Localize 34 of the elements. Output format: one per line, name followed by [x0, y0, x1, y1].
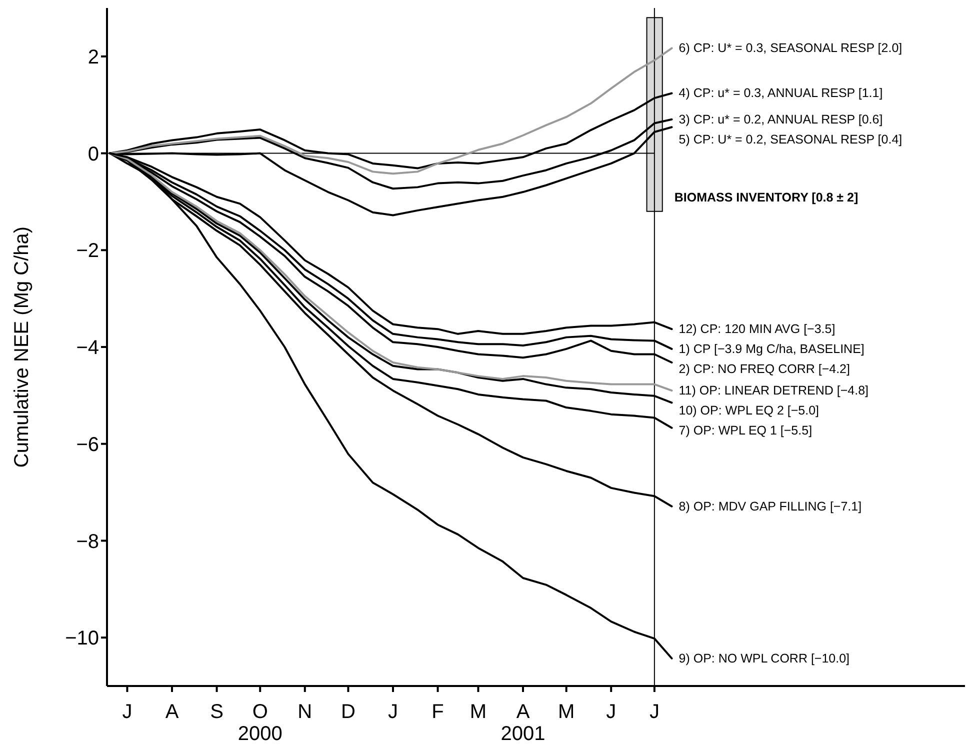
x-tick-label: A 2001 — [500, 701, 546, 745]
series-label: 3) CP: u* = 0.2, ANNUAL RESP [0.6] — [678, 112, 883, 126]
x-tick-label: J — [122, 701, 132, 723]
x-tick-label: A — [165, 701, 180, 723]
series-label: BIOMASS INVENTORY [0.8 ± 2] — [674, 190, 858, 204]
x-tick-label: N — [298, 701, 312, 723]
y-tick-label: −8 — [76, 530, 99, 553]
series-label: 8) OP: MDV GAP FILLING [−7.1] — [678, 499, 862, 514]
series-label: 1) CP [−3.9 Mg C/ha, BASELINE] — [678, 342, 864, 356]
x-tick-label: M — [558, 701, 575, 723]
y-tick-label: −6 — [76, 434, 99, 456]
y-tick-label: 0 — [88, 143, 99, 166]
series-label: 2) CP: NO FREQ CORR [−4.2] — [678, 362, 850, 376]
series-label: 12) CP: 120 MIN AVG [−3.5] — [678, 322, 836, 336]
x-tick-label: F — [432, 701, 444, 723]
x-tick-label: J — [649, 701, 660, 723]
series-label: 9) OP: NO WPL CORR [−10.0] — [678, 651, 850, 666]
y-tick-label: −10 — [65, 628, 99, 650]
x-tick-label: O 2000 — [238, 701, 282, 745]
y-tick-label: 2 — [88, 46, 99, 69]
x-tick-label: S — [210, 701, 224, 723]
y-tick-label: −4 — [76, 337, 99, 360]
y-tick-label: −2 — [76, 240, 99, 262]
series-label: 4) CP: u* = 0.3, ANNUAL RESP [1.1] — [678, 86, 883, 100]
x-tick-label: J — [606, 701, 616, 723]
series-label: 6) CP: U* = 0.3, SEASONAL RESP [2.0] — [678, 41, 902, 56]
x-tick-label: J — [388, 701, 398, 723]
series-label: 7) OP: WPL EQ 1 [−5.5] — [678, 424, 812, 438]
y-axis-title: Cumulative NEE (Mg C/ha) — [11, 226, 34, 468]
x-tick-label: M — [470, 701, 487, 723]
series-label: 5) CP: U* = 0.2, SEASONAL RESP [0.4] — [678, 132, 902, 146]
x-tick-label: D — [340, 701, 356, 723]
series-label: 10) OP: WPL EQ 2 [−5.0] — [678, 404, 820, 418]
series-label: 11) OP: LINEAR DETREND [−4.8] — [678, 384, 869, 398]
